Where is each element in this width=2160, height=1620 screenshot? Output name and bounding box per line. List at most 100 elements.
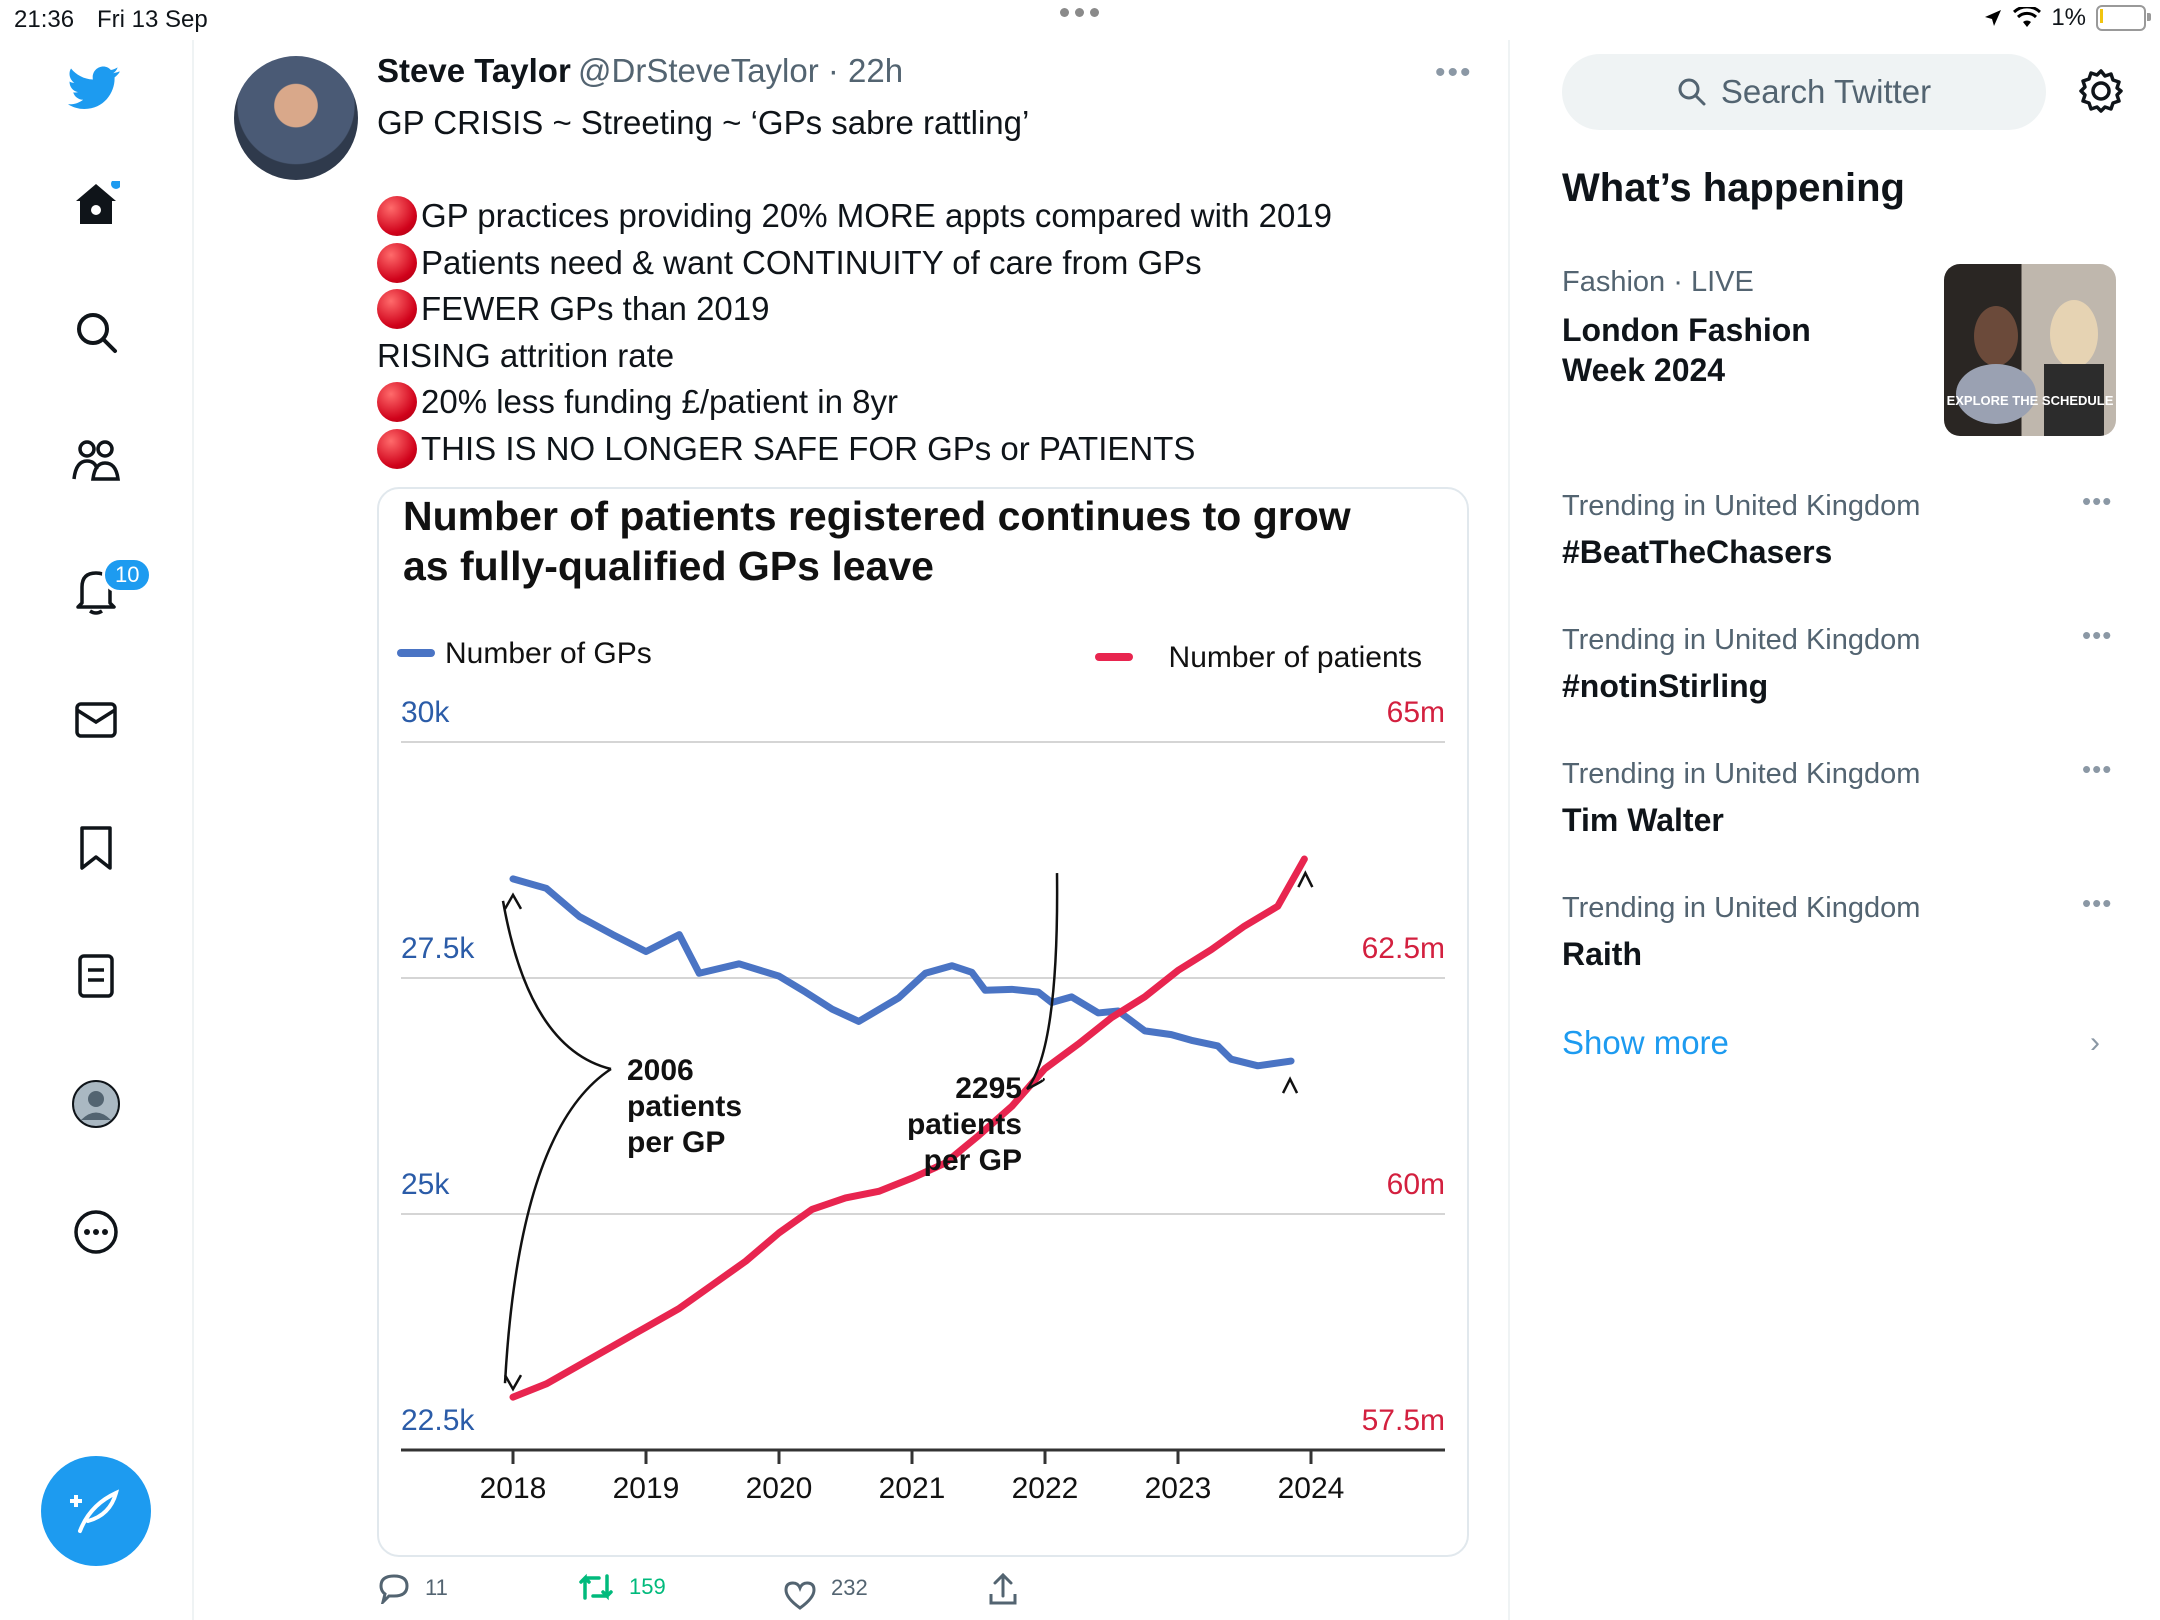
compose-feather-icon [70, 1489, 120, 1533]
fashion-title-line1[interactable]: London Fashion [1562, 312, 1811, 348]
tweet-author-name[interactable]: Steve Taylor [377, 52, 571, 89]
annotation-label-2024: patients [907, 1108, 1022, 1141]
heart-icon [784, 1581, 816, 1610]
fashion-title-line2[interactable]: Week 2024 [1562, 352, 1726, 388]
tweet-text-line: FEWER GPs than 2019 [377, 286, 1377, 333]
y-right-tick-label: 65m [1387, 696, 1445, 729]
show-more-link[interactable]: Show more [1562, 1024, 1729, 1061]
retweet-icon [579, 1573, 613, 1601]
annotation-label-2018: patients [627, 1090, 742, 1123]
tweet-text: GP CRISIS ~ Streeting ~ ‘GPs sabre rattl… [377, 100, 1377, 472]
trend-name[interactable]: #BeatTheChasers [1562, 534, 1833, 570]
like-button[interactable]: 232 [783, 1564, 868, 1612]
y-left-tick-label: 27.5k [401, 932, 475, 965]
trend-meta: Trending in United Kingdom [1562, 624, 1921, 656]
fashion-meta: Fashion · LIVE [1562, 266, 1754, 298]
nav-divider [192, 40, 194, 1620]
twitter-logo-icon[interactable] [68, 62, 120, 114]
tweet-more-options-icon[interactable]: ••• [1435, 56, 1473, 89]
x-tick-label: 2019 [613, 1472, 680, 1505]
reply-bubble-icon [379, 1574, 409, 1604]
bookmark-icon[interactable] [70, 822, 122, 874]
status-date: Fri 13 Sep [97, 6, 208, 33]
arrowhead [503, 892, 523, 910]
trend-more-options-icon[interactable]: ••• [2082, 888, 2113, 918]
tweet-text-line-content: GP practices providing 20% MORE appts co… [421, 197, 1333, 234]
battery-icon [2096, 5, 2151, 31]
y-left-tick-label: 25k [401, 1168, 450, 1201]
reply-count: 11 [425, 1575, 448, 1600]
tweet-text-line-content: FEWER GPs than 2019 [421, 290, 770, 327]
fashion-image-caption: EXPLORE THE SCHEDULE [1946, 393, 2114, 408]
like-count: 232 [831, 1575, 868, 1600]
tweet-text-line-content: GP CRISIS ~ Streeting ~ ‘GPs sabre rattl… [377, 104, 1030, 141]
trend-more-options-icon[interactable]: ••• [2082, 486, 2113, 516]
more-options-icon[interactable] [70, 1206, 122, 1258]
tweet-text-line-content: RISING attrition rate [377, 336, 675, 374]
chevron-right-icon[interactable]: › [2090, 1026, 2100, 1059]
y-left-tick-label: 30k [401, 696, 450, 729]
trend-name[interactable]: Tim Walter [1562, 802, 1724, 838]
x-tick-label: 2022 [1012, 1472, 1079, 1505]
communities-icon[interactable] [70, 435, 122, 487]
trend-name[interactable]: Raith [1562, 936, 1642, 972]
compose-tweet-button[interactable] [41, 1456, 151, 1566]
tweet-text-line: Patients need & want CONTINUITY of care … [377, 240, 1377, 287]
annotation-label-2018: per GP [627, 1126, 725, 1159]
annotation-arrow-2018-bottom [503, 1067, 612, 1384]
y-right-tick-label: 57.5m [1362, 1404, 1445, 1437]
trend-meta: Trending in United Kingdom [1562, 490, 1921, 522]
tweet-author-handle-time[interactable]: @DrSteveTaylor · 22h [578, 52, 904, 89]
red-circle-emoji-icon [377, 196, 417, 237]
red-circle-emoji-icon [377, 382, 417, 423]
legend-label-gps: Number of GPs [445, 637, 652, 670]
tweet-text-line: THIS IS NO LONGER SAFE FOR GPs or PATIEN… [377, 426, 1377, 473]
messages-envelope-icon[interactable] [70, 694, 122, 746]
reply-button[interactable]: 11 [377, 1572, 448, 1604]
x-tick-label: 2024 [1278, 1472, 1345, 1505]
fashion-thumbnail[interactable]: EXPLORE THE SCHEDULE [1944, 264, 2116, 436]
red-circle-emoji-icon [377, 242, 417, 283]
lists-icon[interactable] [70, 950, 122, 1002]
annotation-arrow-2024-top [1026, 873, 1059, 1090]
x-tick-label: 2023 [1145, 1472, 1212, 1505]
trend-name[interactable]: #notinStirling [1562, 668, 1769, 704]
home-icon[interactable] [70, 178, 122, 230]
y-left-tick-label: 22.5k [401, 1404, 475, 1437]
annotation-arrow-2018-top [501, 900, 612, 1071]
trend-more-options-icon[interactable]: ••• [2082, 754, 2113, 784]
tweet-text-line: GP CRISIS ~ Streeting ~ ‘GPs sabre rattl… [377, 100, 1377, 147]
y-right-tick-label: 60m [1387, 1168, 1445, 1201]
settings-gear-icon[interactable] [2078, 68, 2124, 119]
chart-svg: 30k 27.5k 25k 22.5k 65m 62.5m 60m 57.5m 2018 2019… [397, 637, 1445, 1505]
chart-title: Number of patients registered continues … [403, 493, 1351, 589]
whats-happening-heading: What’s happening [1562, 166, 1905, 210]
status-right: 1% [1983, 4, 2151, 32]
search-twitter-input[interactable]: Search Twitter [1562, 54, 2046, 130]
multitasking-dots-icon[interactable] [1060, 8, 1099, 17]
annotation-label-2024: 2295 [955, 1072, 1022, 1105]
trend-meta: Trending in United Kingdom [1562, 892, 1921, 924]
explore-search-icon[interactable] [70, 306, 122, 358]
x-tick-label: 2018 [480, 1472, 547, 1505]
retweet-button[interactable]: 159 [577, 1572, 666, 1602]
tweet-text-line [377, 147, 1377, 194]
tweet-text-line-content [377, 147, 386, 194]
trend-meta: Trending in United Kingdom [1562, 758, 1921, 790]
profile-avatar-icon[interactable] [70, 1078, 122, 1130]
annotation-label-2018: 2006 [627, 1054, 694, 1087]
wifi-icon [2013, 7, 2042, 27]
tweet-author-avatar[interactable] [234, 56, 358, 180]
y-right-tick-label: 62.5m [1362, 932, 1445, 965]
tweet-text-line: GP practices providing 20% MORE appts co… [377, 193, 1377, 240]
red-circle-emoji-icon [377, 289, 417, 330]
tweet-chart-image[interactable]: Number of patients registered continues … [377, 487, 1469, 1557]
tweet-text-line-content: Patients need & want CONTINUITY of care … [421, 243, 1202, 281]
trend-more-options-icon[interactable]: ••• [2082, 620, 2113, 650]
location-icon [1985, 10, 2002, 26]
share-button[interactable] [987, 1572, 1019, 1606]
annotation-arrow-2024-bottom [1026, 1077, 1045, 1091]
share-upload-icon [989, 1572, 1017, 1605]
search-icon [1678, 78, 1706, 106]
x-tick-label: 2020 [746, 1472, 813, 1505]
